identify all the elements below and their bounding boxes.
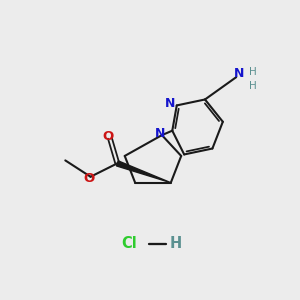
Text: N: N xyxy=(155,127,166,140)
Text: H: H xyxy=(169,236,182,251)
Text: N: N xyxy=(165,98,175,110)
Text: N: N xyxy=(234,67,244,80)
Text: H: H xyxy=(249,80,256,91)
Text: Cl: Cl xyxy=(121,236,137,251)
Text: O: O xyxy=(83,172,95,185)
Text: H: H xyxy=(249,67,256,77)
Text: O: O xyxy=(103,130,114,143)
Polygon shape xyxy=(116,161,171,183)
